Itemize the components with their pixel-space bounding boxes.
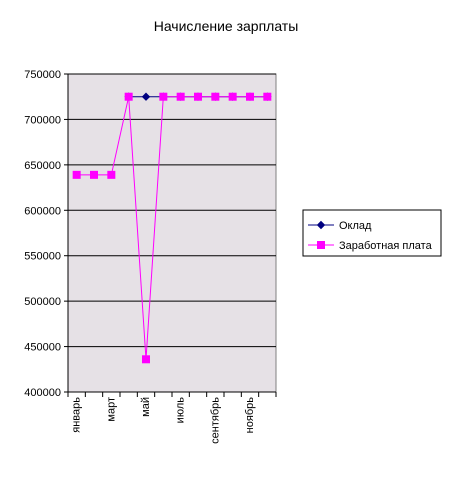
x-tick-label: январь (71, 397, 83, 433)
data-point (194, 92, 202, 101)
data-point (263, 92, 272, 101)
legend-swatch-marker (316, 220, 326, 230)
data-point (141, 92, 151, 101)
data-point (211, 92, 220, 101)
data-point (159, 92, 168, 101)
legend: Оклад Заработная плата (302, 209, 442, 257)
legend-label: Заработная плата (339, 240, 433, 252)
data-point (72, 170, 81, 179)
x-tick-label: март (105, 397, 117, 422)
data-point (124, 92, 133, 101)
legend-label: Оклад (339, 220, 372, 232)
x-tick-label: май (140, 397, 152, 417)
y-tick-label: 500000 (24, 296, 61, 308)
plot-background (67, 73, 277, 393)
data-point (176, 92, 185, 101)
legend-box (302, 209, 442, 257)
y-tick-label: 600000 (24, 205, 61, 217)
data-point (246, 92, 254, 101)
data-point (142, 355, 150, 364)
y-tick-label: 700000 (24, 114, 61, 126)
y-tick-label: 550000 (24, 251, 61, 263)
data-point (107, 170, 116, 179)
data-point (90, 170, 98, 179)
chart-title: Начисление зарплаты (154, 18, 299, 34)
x-tick-label: июль (175, 397, 187, 424)
legend-swatch-marker (317, 241, 325, 249)
y-tick-label: 400000 (24, 387, 61, 399)
y-tick-label: 450000 (24, 342, 61, 354)
x-tick-label: сентябрь (209, 397, 221, 444)
x-tick-label: ноябрь (244, 397, 256, 434)
y-tick-label: 650000 (24, 160, 61, 172)
plot-area: 400000 450000 500000 550000 600000 650000 7000… (24, 69, 277, 444)
y-tick-label: 750000 (24, 69, 61, 81)
data-point (228, 92, 237, 101)
